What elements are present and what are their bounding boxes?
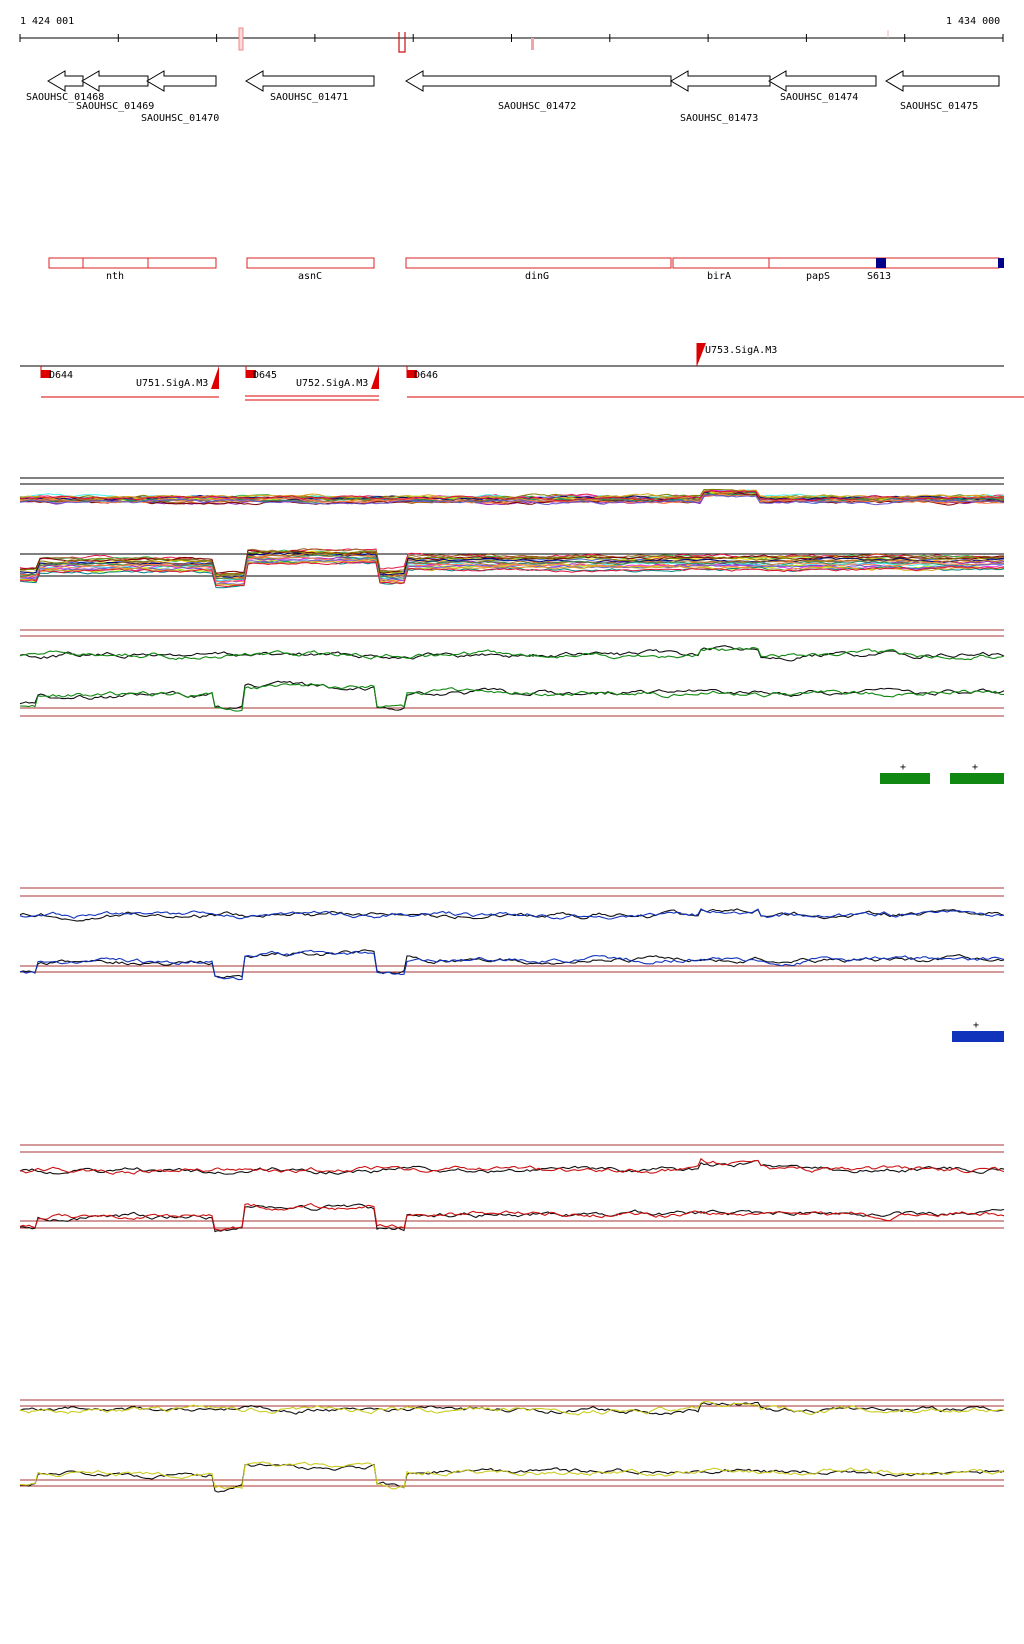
gene-arrow[interactable]	[245, 70, 375, 92]
feature-marker[interactable]	[697, 343, 706, 366]
ruler-marker	[398, 32, 406, 53]
profile-line	[19, 1461, 1005, 1490]
blue-profile-track: +	[19, 887, 1005, 1042]
gene-name-label: asnC	[298, 271, 322, 282]
feature-marker[interactable]	[211, 366, 219, 389]
gene-label: SAOUHSC_01475	[900, 101, 978, 112]
profile-line	[19, 949, 1005, 979]
feature-label: U752.SigA.M3	[296, 378, 368, 389]
gene-box[interactable]	[405, 257, 672, 269]
gene-name-label: nth	[106, 271, 124, 282]
multi-profile-track	[19, 477, 1005, 589]
feature-label: U751.SigA.M3	[136, 378, 208, 389]
ruler-end-label: 1 434 000	[946, 16, 1000, 27]
gene-arrow[interactable]	[768, 70, 877, 92]
red-profile-track	[19, 1144, 1005, 1233]
gene-arrow[interactable]	[670, 70, 771, 92]
profile-line	[19, 1159, 1005, 1175]
yellow-profile-lines	[19, 1401, 1005, 1493]
strand-bar[interactable]	[880, 773, 930, 784]
gene-name-label: papS	[806, 271, 830, 282]
gene-box[interactable]	[48, 257, 217, 269]
multi-profile-lines	[19, 488, 1005, 589]
profile-line	[19, 645, 1005, 662]
gene-label: SAOUHSC_01471	[270, 92, 348, 103]
profile-line	[19, 949, 1005, 981]
profile-line	[19, 647, 1005, 661]
green-profile-track: + +	[19, 629, 1005, 784]
profile-line	[19, 1157, 1005, 1175]
profile-line	[19, 561, 1005, 588]
strand-bar[interactable]	[950, 773, 1004, 784]
strand-sign: +	[972, 762, 978, 773]
profile-line	[19, 1401, 1005, 1416]
gene-label: SAOUHSC_01473	[680, 113, 758, 124]
ruler-start-label: 1 424 001	[20, 16, 74, 27]
yellow-profile-track	[19, 1399, 1005, 1493]
gene-arrow[interactable]	[81, 70, 149, 92]
gene-name-track: nth asnC dinG birA papS S613	[48, 257, 1004, 282]
feature-label: D644	[49, 370, 73, 381]
feature-marker[interactable]	[246, 370, 256, 378]
profile-line	[19, 682, 1005, 712]
gene-label: SAOUHSC_01468	[26, 92, 104, 103]
ruler-marker	[531, 38, 534, 50]
red-profile-lines	[19, 1157, 1005, 1233]
gene-label: SAOUHSC_01474	[780, 92, 858, 103]
ruler-marker	[238, 27, 244, 51]
gene-arrow[interactable]	[47, 70, 84, 92]
profile-line	[19, 1202, 1005, 1231]
feature-label: D646	[414, 370, 438, 381]
gene-box-highlight[interactable]	[998, 258, 1004, 268]
feature-label: U753.SigA.M3	[705, 345, 777, 356]
feature-track: D644 U751.SigA.M3 D645 U752.SigA.M3 D646…	[20, 343, 1024, 401]
green-profile-lines	[19, 645, 1005, 712]
profile-line	[19, 1203, 1005, 1233]
strand-bar[interactable]	[952, 1031, 1004, 1042]
gene-box[interactable]	[246, 257, 375, 269]
strand-sign: +	[973, 1020, 979, 1031]
profile-line	[19, 908, 1005, 920]
profile-line	[19, 490, 1005, 502]
feature-marker[interactable]	[371, 366, 379, 389]
gene-box[interactable]	[672, 257, 1000, 269]
gene-box-highlight[interactable]	[876, 258, 886, 268]
gene-arrow[interactable]	[405, 70, 672, 92]
ruler-ticks	[19, 34, 1004, 42]
strand-sign: +	[900, 762, 906, 773]
feature-label: D645	[253, 370, 277, 381]
gene-label: SAOUHSC_01472	[498, 101, 576, 112]
gene-name-label: S613	[867, 271, 891, 282]
profile-line	[19, 1463, 1005, 1493]
profile-line	[19, 1401, 1004, 1415]
feature-marker[interactable]	[41, 370, 51, 378]
blue-profile-lines	[19, 908, 1005, 981]
profile-line	[19, 493, 1005, 505]
gene-arrow[interactable]	[885, 70, 1000, 92]
coordinate-ruler: 1 424 001 1 434 000	[19, 16, 1004, 53]
gene-name-label: dinG	[525, 271, 549, 282]
gene-label: SAOUHSC_01470	[141, 113, 219, 124]
gene-label: SAOUHSC_01469	[76, 101, 154, 112]
profile-line	[19, 494, 1005, 506]
gene-arrow[interactable]	[146, 70, 217, 92]
profile-line	[19, 553, 1005, 579]
profile-line	[19, 680, 1005, 711]
gene-name-label: birA	[707, 271, 731, 282]
gene-arrow-track: SAOUHSC_01468 SAOUHSC_01469 SAOUHSC_0147…	[26, 70, 1000, 124]
feature-marker[interactable]	[407, 370, 417, 378]
